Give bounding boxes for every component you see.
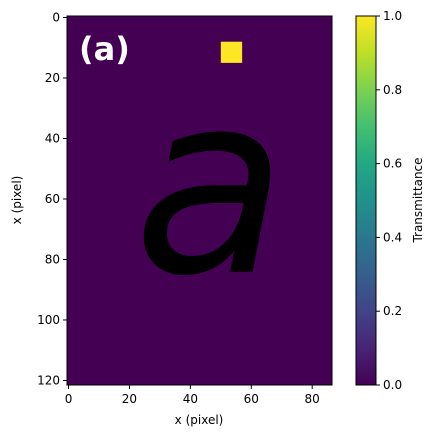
y-tick-label: 40	[45, 131, 60, 145]
letter-a-shape: a	[134, 40, 287, 331]
x-tick-label: 0	[65, 392, 73, 406]
colorbar: 0.0 0.2 0.4 0.6 0.8 1.0 Transmittance	[355, 9, 425, 392]
colorbar-gradient	[356, 16, 376, 385]
x-axis: 0 20 40 60 80	[65, 385, 320, 406]
x-axis-label: x (pixel)	[175, 413, 224, 427]
y-tick-label: 20	[45, 71, 60, 85]
heatmap-frame	[66, 15, 333, 386]
colorbar-tick-label: 0.2	[383, 304, 402, 318]
colorbar-tick-label: 0.0	[383, 378, 402, 392]
colorbar-tick-label: 1.0	[383, 9, 402, 23]
panel-label: (a)	[79, 30, 130, 68]
x-tick-label: 20	[122, 392, 137, 406]
x-tick-label: 80	[305, 392, 320, 406]
colorbar-label: Transmittance	[411, 157, 425, 243]
colorbar-tick-label: 0.6	[383, 157, 402, 171]
colorbar-ticks: 0.0 0.2 0.4 0.6 0.8 1.0	[376, 9, 402, 392]
colorbar-tick-label: 0.4	[383, 230, 402, 244]
y-tick-label: 100	[37, 313, 60, 327]
y-tick-label: 60	[45, 192, 60, 206]
colorbar-tick-label: 0.8	[383, 83, 402, 97]
y-tick-label: 80	[45, 252, 60, 266]
heatmap-panel: a (a)	[66, 15, 333, 386]
y-axis-label: x (pixel)	[10, 176, 24, 225]
x-tick-label: 40	[183, 392, 198, 406]
bright-square-marker	[220, 41, 243, 63]
y-tick-label: 0	[52, 11, 60, 25]
heatmap-background	[67, 16, 332, 385]
x-tick-label: 60	[244, 392, 259, 406]
y-tick-label: 120	[37, 373, 60, 387]
colorbar-frame	[355, 15, 377, 386]
y-axis: 0 20 40 60 80 100 120	[37, 11, 67, 387]
